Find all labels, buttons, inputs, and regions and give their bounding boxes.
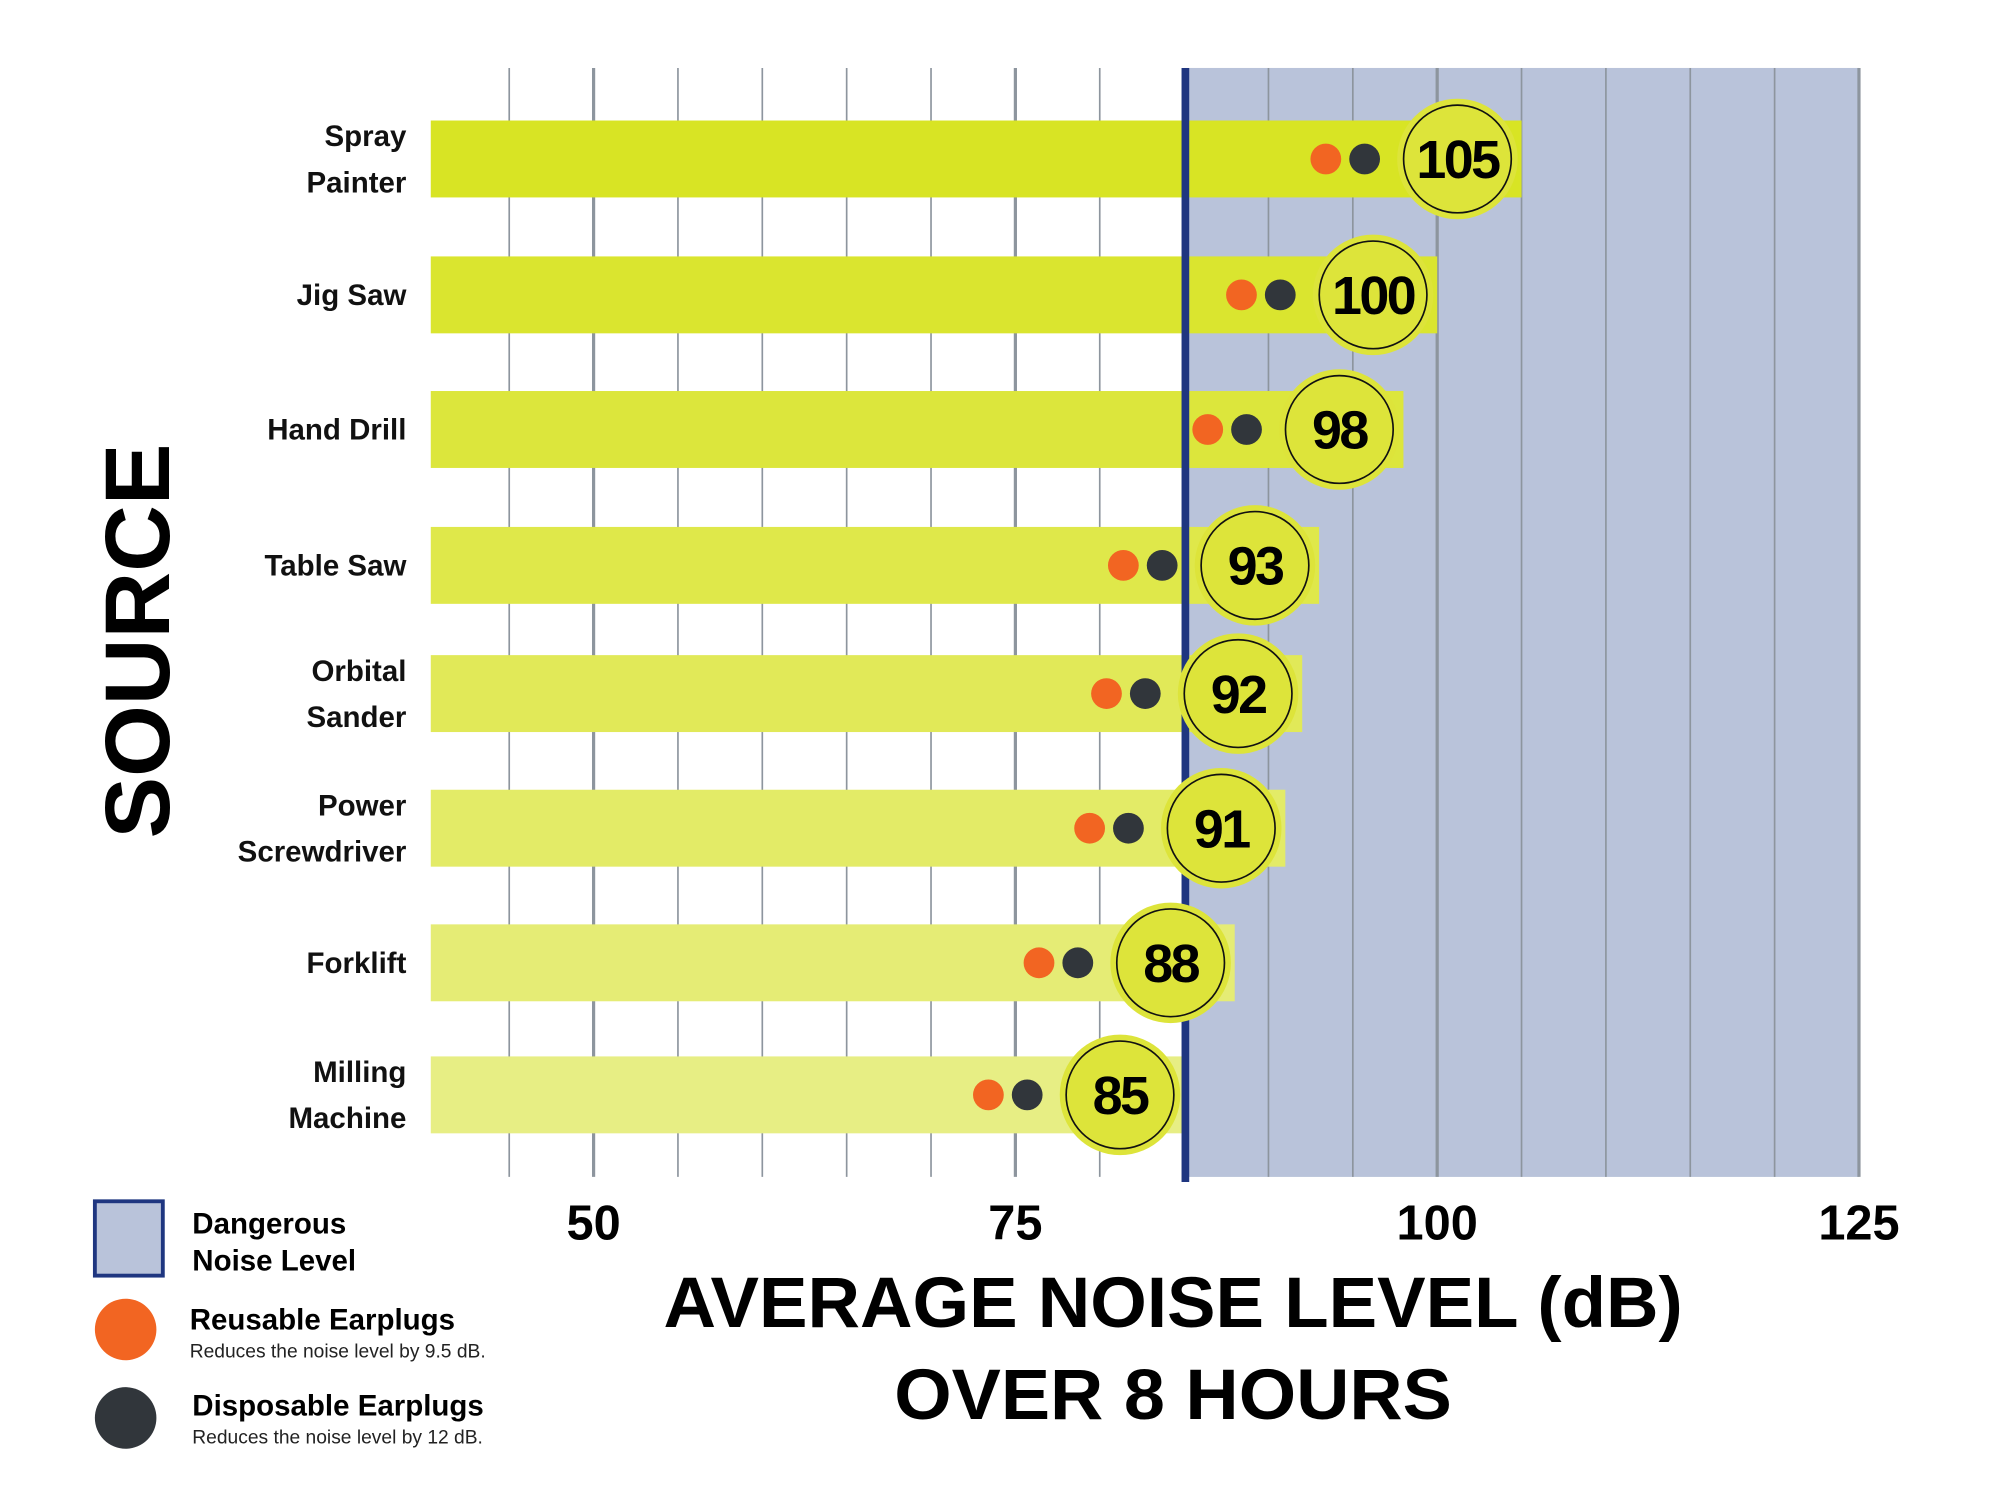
value-label: 98: [1312, 401, 1368, 461]
category-label: Orbital: [311, 655, 406, 688]
value-badge-ring: [1115, 908, 1226, 1018]
value-badge: [1312, 234, 1434, 356]
value-badge-ring: [1402, 104, 1513, 214]
y-axis-title: SOURCE: [85, 444, 189, 839]
legend-reusable-dot: [94, 1298, 157, 1361]
disposable-earplug-dot: [1231, 414, 1262, 445]
legend-danger-label-line2: Noise Level: [192, 1245, 356, 1278]
category-label: Forklift: [307, 947, 407, 980]
value-label: 93: [1228, 537, 1283, 597]
disposable-earplug-dot: [1146, 550, 1178, 581]
legend-danger-label-line1: Dangerous: [192, 1207, 346, 1240]
reusable-earplug-dot: [1107, 550, 1139, 581]
x-tick-label: 50: [566, 1197, 620, 1251]
category-label: Hand Drill: [267, 414, 406, 447]
category-label: Machine: [289, 1102, 407, 1135]
value-label: 85: [1093, 1066, 1149, 1126]
reusable-earplug-dot: [1226, 279, 1257, 311]
reusable-earplug-dot: [973, 1079, 1004, 1111]
bar: [430, 789, 1286, 867]
value-badge-ring: [1200, 510, 1310, 621]
value-badge: [1160, 767, 1282, 889]
category-label: Power: [318, 789, 407, 822]
category-label: Sander: [307, 701, 407, 734]
legend: Dangerous Noise Level Reusable Earplugs …: [92, 1199, 486, 1449]
category-label: Screwdriver: [238, 836, 407, 869]
bar: [430, 924, 1235, 1002]
reusable-earplug-dot: [1310, 143, 1342, 175]
x-axis-title-line2: OVER 8 HOURS: [894, 1355, 1452, 1435]
bar: [430, 1056, 1185, 1134]
legend-danger-swatch: [92, 1199, 165, 1278]
reusable-earplug-dot: [1074, 812, 1106, 844]
x-tick-labels: 50 75 100 125: [566, 1197, 1899, 1251]
category-label: Jig Saw: [297, 279, 407, 312]
value-badge-ring: [1065, 1040, 1175, 1150]
bars: Spray Painter Jig Saw Hand Drill Table Saw Or…: [238, 67, 1522, 1183]
value-badge: [1194, 505, 1316, 626]
reusable-earplug-dot: [1091, 678, 1122, 709]
value-badge-ring: [1183, 638, 1293, 749]
reusable-earplug-dot: [1192, 414, 1224, 445]
category-label: Spray: [325, 120, 408, 153]
value-label: 105: [1416, 130, 1500, 190]
disposable-earplug-dot: [1062, 947, 1094, 979]
legend-reusable-label: Reusable Earplugs: [190, 1303, 455, 1336]
legend-reusable-desc: Reduces the noise level by 9.5 dB.: [190, 1342, 486, 1363]
value-label: 92: [1211, 665, 1266, 725]
disposable-earplug-dot: [1264, 279, 1296, 311]
category-label: Painter: [307, 166, 407, 199]
value-badge: [1059, 1034, 1181, 1156]
value-badge: [1397, 98, 1518, 220]
value-label: 100: [1332, 266, 1415, 326]
x-tick-label: 75: [988, 1197, 1042, 1251]
reusable-earplug-dot: [1023, 947, 1055, 979]
legend-disposable-desc: Reduces the noise level by 12 dB.: [192, 1428, 483, 1449]
disposable-earplug-dot: [1129, 678, 1161, 709]
category-label: Table Saw: [264, 550, 406, 583]
value-badge-ring: [1166, 773, 1276, 883]
value-badge-ring: [1318, 240, 1428, 350]
legend-disposable-label: Disposable Earplugs: [192, 1389, 484, 1422]
legend-disposable-dot: [94, 1387, 157, 1449]
bar: [430, 655, 1303, 733]
disposable-earplug-dot: [1349, 143, 1381, 175]
x-tick-label: 100: [1397, 1197, 1478, 1251]
value-label: 91: [1194, 799, 1250, 859]
value-badge: [1279, 369, 1400, 490]
disposable-earplug-dot: [1113, 812, 1144, 844]
value-badge: [1177, 633, 1299, 754]
x-axis-title-line1: AVERAGE NOISE LEVEL (dB): [663, 1263, 1682, 1343]
disposable-earplug-dot: [1011, 1079, 1043, 1111]
x-tick-label: 125: [1818, 1197, 1899, 1251]
category-label: Milling: [313, 1056, 406, 1089]
value-label: 88: [1143, 934, 1199, 994]
value-badge-ring: [1284, 374, 1395, 485]
value-badge: [1110, 902, 1231, 1024]
